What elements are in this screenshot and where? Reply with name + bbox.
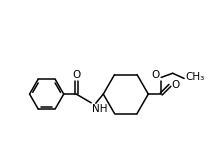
Text: NH: NH xyxy=(92,104,107,114)
Text: CH₃: CH₃ xyxy=(185,72,204,82)
Text: O: O xyxy=(72,69,80,80)
Text: O: O xyxy=(151,69,160,80)
Text: O: O xyxy=(171,80,179,90)
